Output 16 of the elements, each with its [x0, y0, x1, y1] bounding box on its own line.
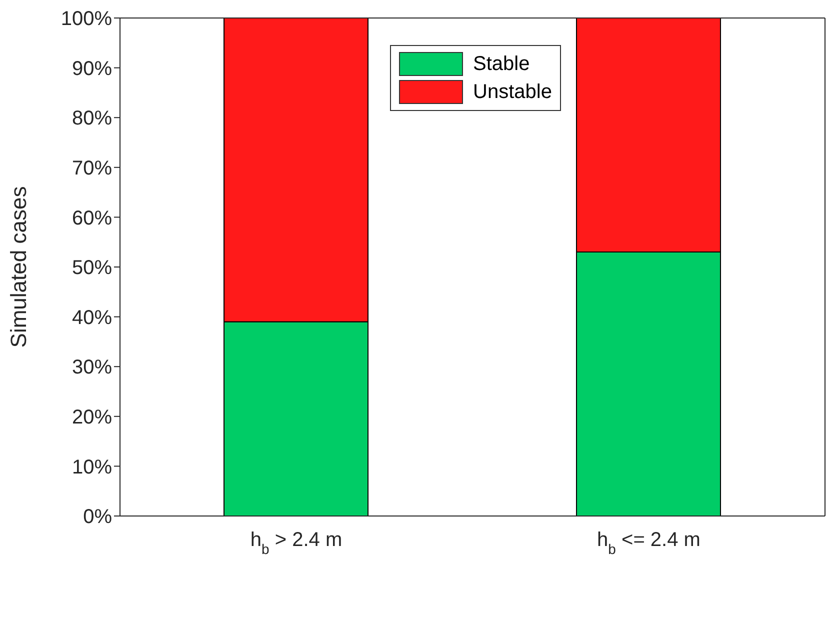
y-axis-title: Simulated cases	[6, 186, 31, 348]
y-tick-label: 0%	[83, 506, 112, 528]
y-tick-label: 100%	[60, 8, 112, 30]
y-tick-label: 90%	[72, 58, 112, 80]
legend-label: Stable	[473, 52, 530, 76]
x-tick-label: h$_{b}$ > 2.4 m	[250, 529, 342, 557]
y-tick-label: 20%	[72, 406, 112, 428]
legend-label: Unstable	[473, 80, 552, 104]
y-tick-label: 40%	[72, 306, 112, 329]
y-tick-label: 80%	[72, 108, 112, 130]
y-tick-label: 30%	[72, 356, 112, 379]
y-tick-label: 10%	[72, 456, 112, 478]
y-tick-label: 60%	[72, 207, 112, 230]
x-tick-label: h$_{b}$ <= 2.4 m	[597, 529, 700, 557]
y-tick-label: 50%	[72, 257, 112, 280]
y-tick-label: 70%	[72, 158, 112, 180]
